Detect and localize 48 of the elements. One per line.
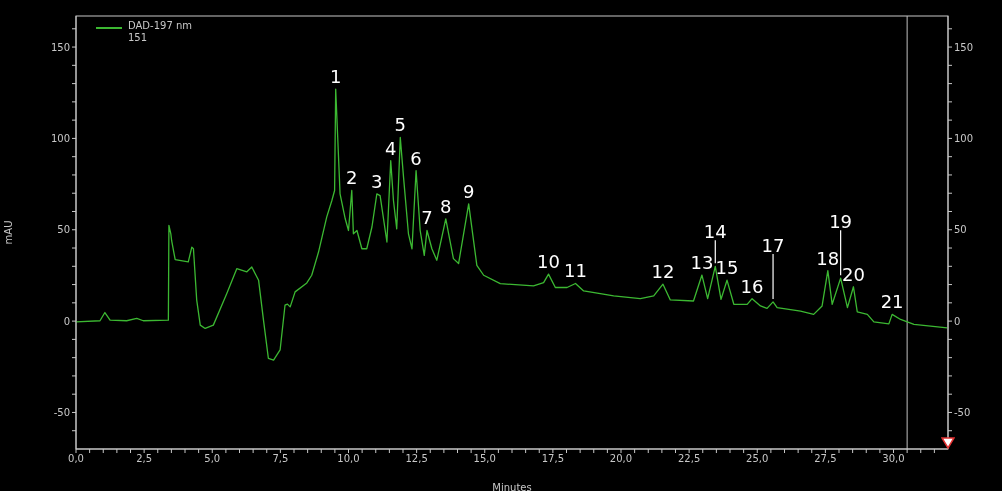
line-series: [76, 88, 948, 361]
y-tick-label: 100: [50, 132, 70, 144]
x-tick-label: 17,5: [541, 453, 565, 465]
annotation: 14: [703, 221, 727, 243]
annotation: 17: [761, 234, 785, 256]
legend-label: DAD-197 nm 151: [128, 20, 193, 44]
x-tick-label: 22,5: [677, 453, 701, 465]
annotation: 20: [841, 263, 865, 285]
x-tick-label: 30,0: [882, 453, 905, 465]
annotation: 16: [740, 275, 764, 297]
x-tick-label: 15,0: [473, 453, 496, 465]
x-tick-label: 27,5: [814, 453, 837, 465]
x-tick-label: 10,0: [337, 453, 360, 465]
y-tick-label: 50: [57, 224, 70, 236]
y-tick-label: 150: [50, 41, 70, 53]
y2-tick-label: 150: [954, 41, 974, 53]
annotation: 6: [410, 147, 422, 169]
y2-tick-label: 0: [954, 315, 961, 327]
x-tick-label: 20,0: [609, 453, 633, 465]
x-axis-title: Minutes: [492, 482, 532, 491]
annotation: 21: [880, 291, 904, 313]
annotation: 9: [462, 180, 475, 202]
x-tick-label: 5,0: [204, 453, 221, 465]
annotation: 2: [346, 167, 358, 189]
x-tick-label: 7,5: [272, 453, 289, 465]
annotation: 18: [816, 247, 840, 269]
y2-tick-label: 50: [954, 224, 967, 236]
annotation: 1: [329, 66, 342, 88]
x-tick-label: 12,5: [405, 453, 428, 465]
y-tick-label: -50: [53, 407, 70, 419]
annotation: 15: [715, 257, 739, 279]
annotation: 12: [651, 261, 675, 283]
annotation: 13: [690, 252, 714, 274]
annotation: 10: [537, 251, 560, 273]
annotation: 5: [394, 114, 406, 136]
x-tick-label: 2,5: [136, 453, 153, 465]
annotation: 4: [385, 137, 397, 159]
annotation: 7: [421, 207, 433, 229]
y2-tick-label: -50: [954, 407, 971, 419]
y-axis-title: mAU: [2, 220, 14, 245]
annotation: 19: [829, 211, 853, 233]
y-tick-label: 0: [63, 315, 70, 327]
x-tick-label: 25,0: [746, 453, 769, 465]
y2-tick-label: 100: [954, 132, 974, 144]
annotation: 8: [440, 195, 452, 217]
x-tick-label: 0,0: [68, 453, 84, 465]
annotation: 3: [371, 170, 383, 192]
annotation: 11: [564, 260, 587, 282]
